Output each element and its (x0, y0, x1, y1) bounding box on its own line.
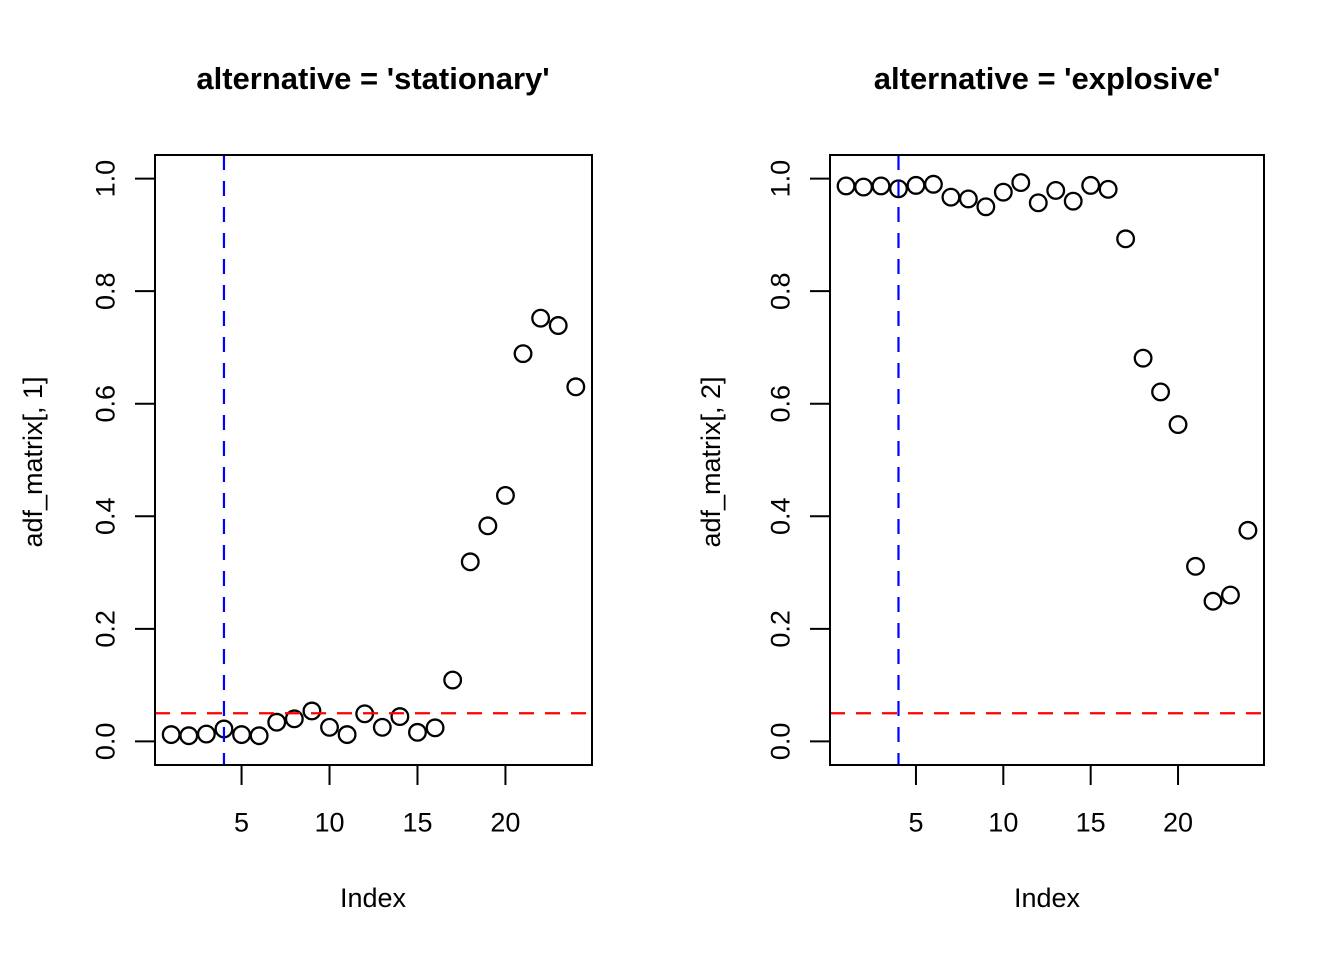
data-point (196, 724, 216, 744)
y-tick-label: 0.8 (90, 272, 120, 310)
data-point (1186, 556, 1205, 576)
data-point (854, 177, 873, 197)
data-point (1081, 175, 1101, 195)
data-point (871, 176, 891, 196)
data-point (923, 174, 943, 194)
data-point (1011, 173, 1031, 193)
plot-region: 5 10 15 20 0.0 0.2 0.4 0.6 0.8 1.0 (90, 154, 593, 837)
x-tick-label: 20 (490, 807, 520, 837)
plot-box (829, 154, 1265, 766)
plot-box (154, 154, 593, 766)
data-point (976, 197, 996, 217)
y-tick-label: 0.6 (90, 385, 120, 423)
data-point (320, 717, 339, 737)
data-point (408, 722, 427, 742)
x-tick-label: 5 (908, 807, 923, 837)
data-point (958, 189, 978, 209)
y-axis-label: adf_matrix[, 1] (18, 376, 48, 547)
y-tick-label: 0.8 (765, 272, 795, 310)
data-point (495, 486, 515, 505)
data-point (390, 707, 410, 727)
data-point (906, 175, 926, 195)
data-point (478, 516, 498, 536)
y-tick-label: 0.4 (765, 497, 795, 535)
y-tick-label: 1.0 (765, 160, 795, 198)
data-point (548, 316, 568, 335)
data-point (249, 726, 269, 746)
data-point (1203, 591, 1223, 611)
data-point (1046, 181, 1066, 200)
data-point (372, 717, 392, 737)
data-point (941, 187, 961, 207)
data-point (1238, 520, 1258, 540)
data-point (460, 552, 480, 572)
data-point (179, 726, 199, 746)
y-tick-label: 0.6 (765, 385, 795, 423)
data-point (284, 709, 304, 729)
data-point (1028, 193, 1048, 213)
y-tick-label: 0.2 (765, 610, 795, 648)
plot-title: alternative = 'explosive' (874, 61, 1220, 96)
x-tick-label: 5 (234, 807, 249, 837)
x-tick-label: 20 (1163, 807, 1193, 837)
x-tick-label: 15 (1076, 807, 1106, 837)
data-point (1221, 585, 1240, 605)
x-axis-label: Index (340, 883, 407, 913)
data-point (531, 308, 551, 328)
x-axis-label: Index (1014, 883, 1081, 913)
data-point (1116, 229, 1136, 249)
data-point (1063, 191, 1083, 211)
data-point (337, 725, 357, 745)
data-point (302, 701, 322, 721)
data-point (425, 718, 445, 738)
data-point (836, 176, 856, 196)
panel-stationary: alternative = 'stationary' Index adf_mat… (18, 61, 593, 913)
y-axis-label: adf_matrix[, 2] (696, 376, 726, 547)
data-point (161, 725, 181, 745)
data-point (513, 344, 533, 364)
plot-title: alternative = 'stationary' (196, 61, 549, 96)
plot-region: 5 10 15 20 0.0 0.2 0.4 0.6 0.8 1.0 (765, 154, 1265, 837)
x-tick-label: 10 (314, 807, 344, 837)
data-point (232, 725, 252, 745)
data-point (267, 712, 287, 732)
data-point (1098, 179, 1118, 199)
y-tick-label: 0.2 (90, 610, 120, 648)
y-tick-label: 0.0 (765, 723, 795, 761)
x-tick-label: 10 (988, 807, 1018, 837)
data-point (1168, 415, 1188, 434)
y-tick-label: 0.4 (90, 497, 120, 535)
data-point (443, 670, 463, 690)
y-tick-label: 1.0 (90, 160, 120, 198)
data-point (993, 182, 1013, 202)
panel-explosive: alternative = 'explosive' Index adf_matr… (696, 61, 1265, 913)
data-point (1151, 382, 1171, 402)
data-point (566, 377, 586, 397)
data-point (889, 179, 908, 199)
data-point (1133, 348, 1153, 368)
y-tick-label: 0.0 (90, 723, 120, 761)
x-tick-label: 15 (402, 807, 432, 837)
